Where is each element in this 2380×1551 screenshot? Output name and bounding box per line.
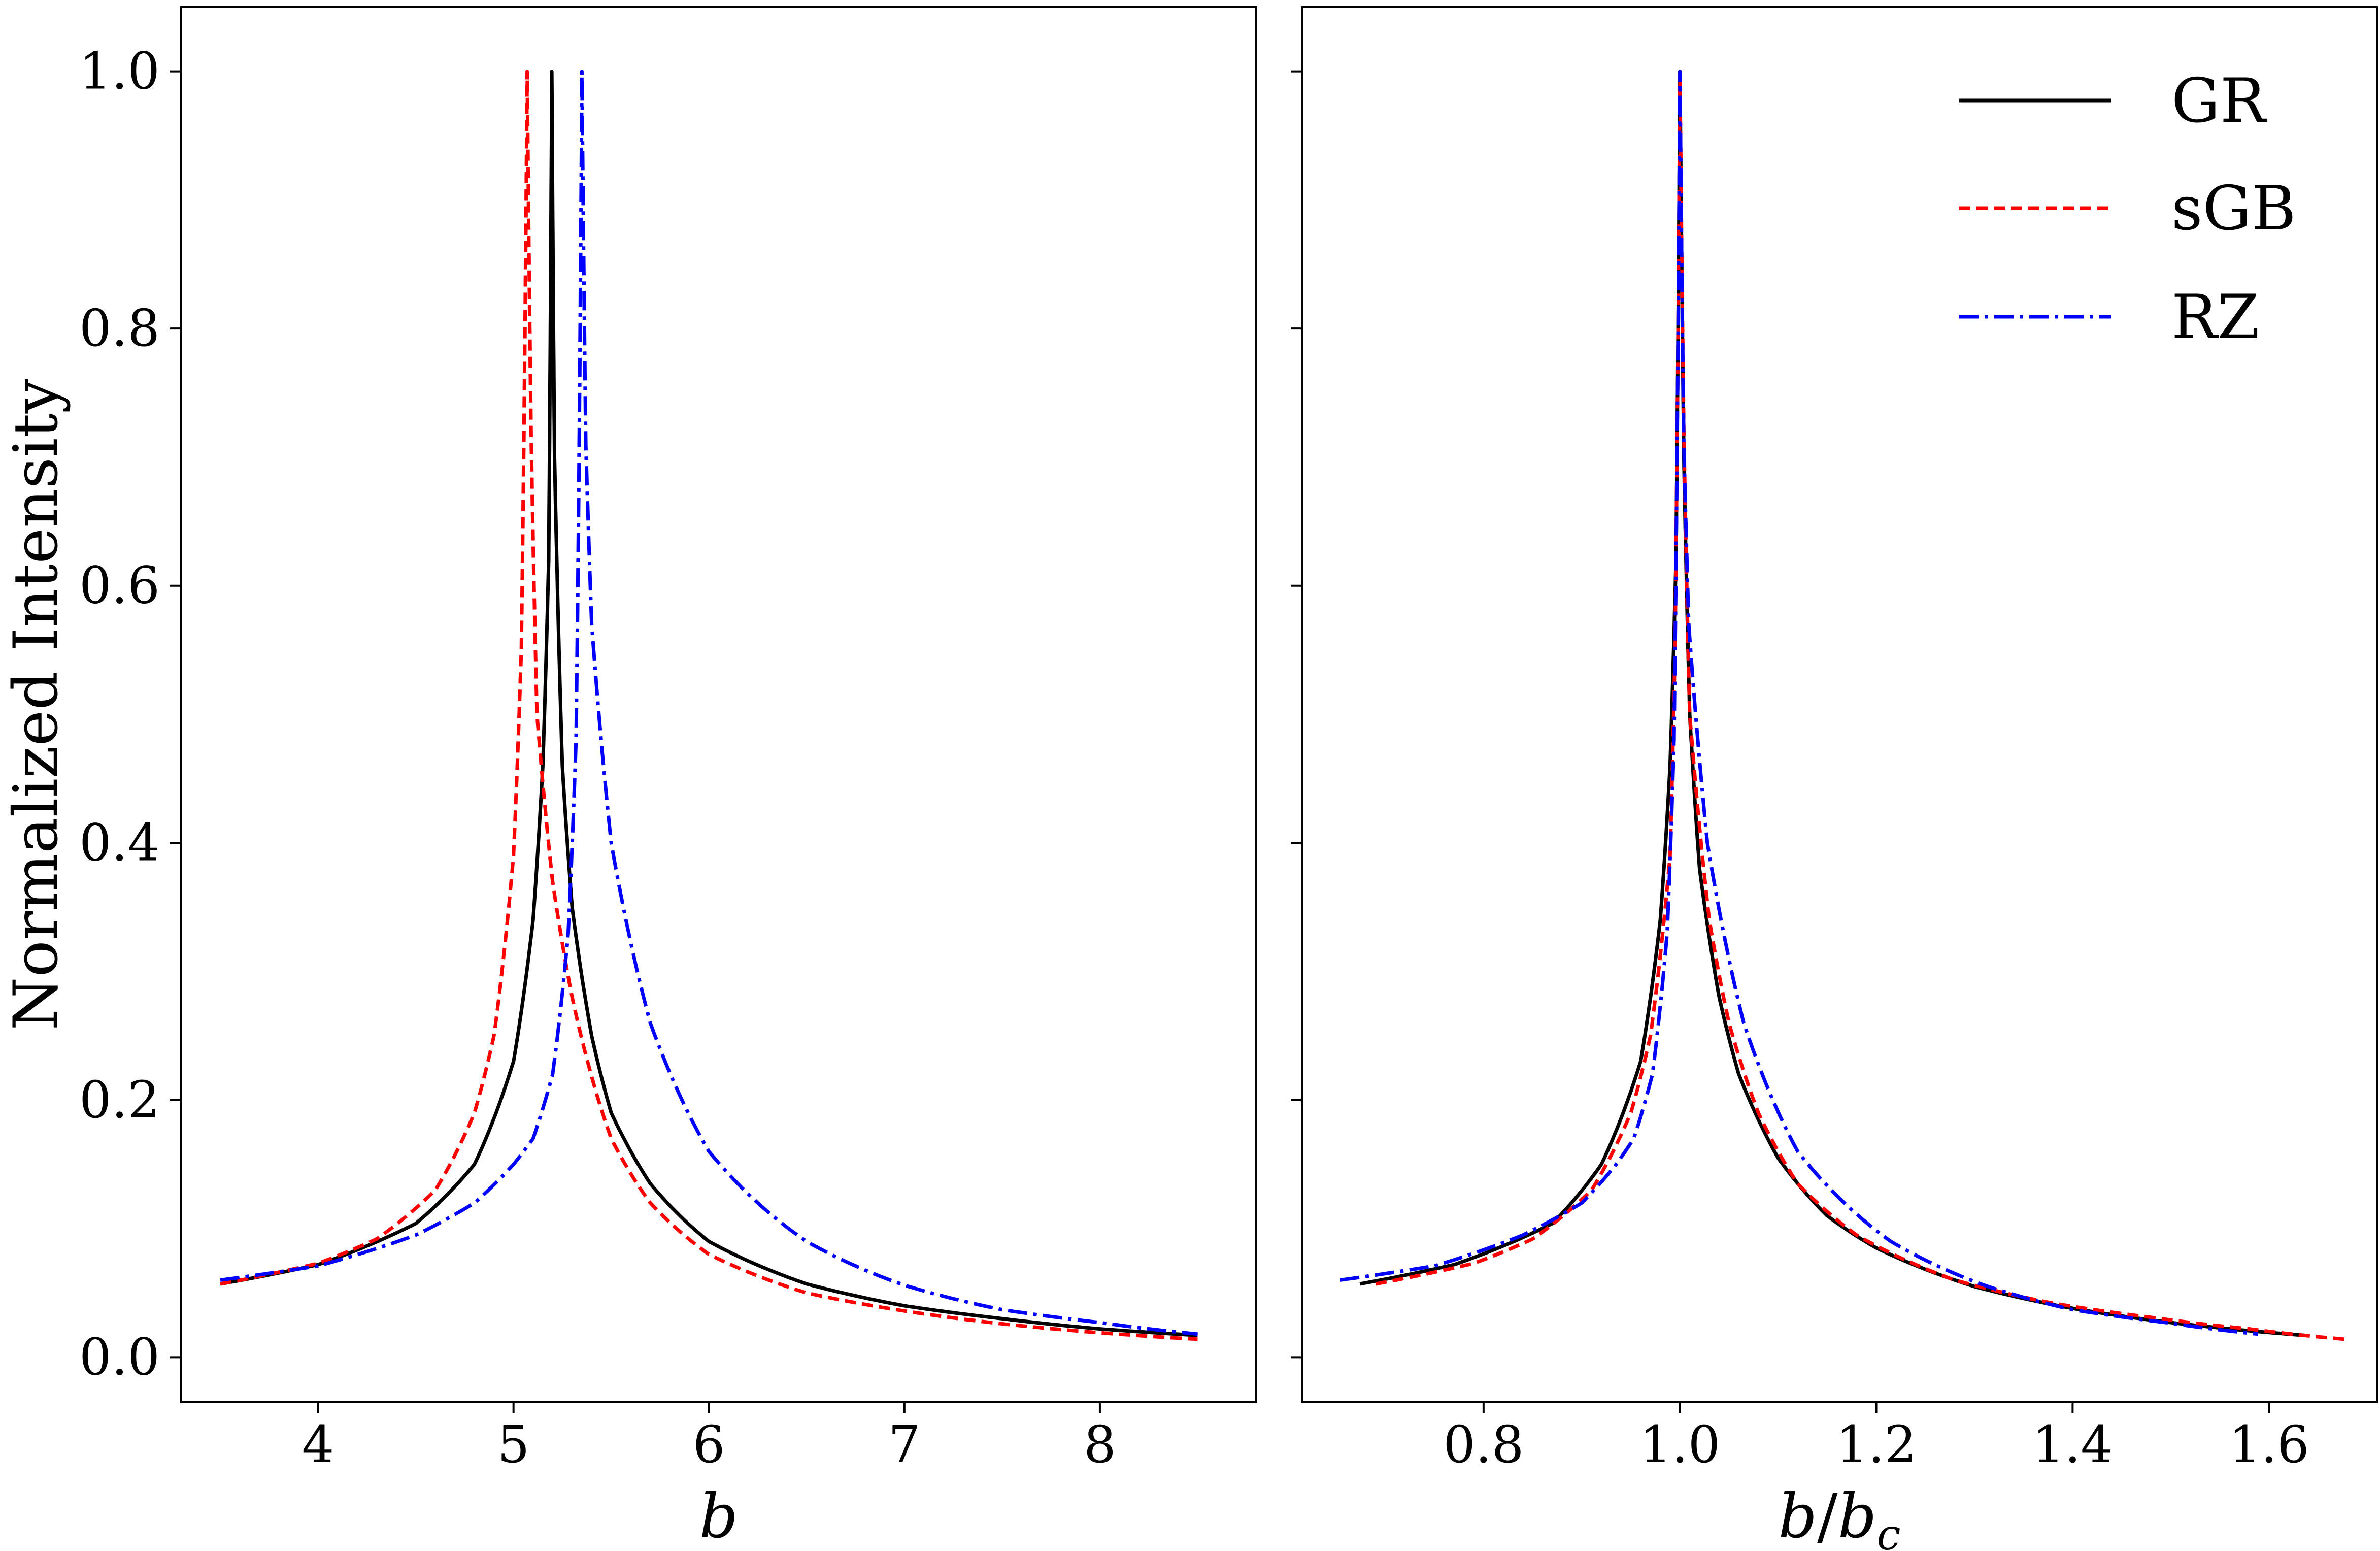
right-series-sgb-line (1375, 70, 2345, 1341)
legend-label-sgb: sGB (2171, 174, 2296, 244)
left-x-axis-label: b (699, 1481, 739, 1551)
y-axis-label: Normalized Intensity (1, 379, 72, 1030)
left-y-tick-label: 0.8 (79, 299, 160, 358)
left-x-tick-label: 5 (497, 1415, 530, 1474)
right-x-tick-label: 1.4 (2032, 1415, 2113, 1474)
left-panel: 4 5 6 7 8 0.0 0.2 0.4 0.6 0.8 1.0 (79, 6, 1257, 1474)
left-x-tick-label: 7 (888, 1415, 921, 1474)
left-x-tick-label: 6 (693, 1415, 725, 1474)
left-y-tick-label: 0.2 (79, 1070, 160, 1130)
right-axes-frame (1301, 6, 2378, 1403)
left-y-tick-label: 0.4 (79, 813, 160, 872)
left-series-gr-line (220, 70, 1198, 1337)
left-plot-lines (220, 70, 1198, 1341)
left-y-tick-label: 0.0 (79, 1327, 160, 1387)
right-series-gr-line (1359, 70, 2305, 1337)
legend: GR sGB RZ (1959, 66, 2296, 353)
left-axes-frame (180, 6, 1257, 1403)
right-x-tick-label: 1.2 (1836, 1415, 1917, 1474)
left-ticks: 4 5 6 7 8 0.0 0.2 0.4 0.6 0.8 1.0 (79, 42, 1116, 1474)
left-series-sgb-line (220, 70, 1198, 1341)
right-x-tick-label: 1.0 (1639, 1415, 1720, 1474)
left-x-tick-label: 4 (302, 1415, 334, 1474)
right-panel: 0.8 1.0 1.2 1.4 1.6 (1291, 6, 2378, 1474)
right-plot-lines (1339, 70, 2345, 1341)
right-series-rz-line (1339, 70, 2259, 1336)
right-x-tick-label: 0.8 (1443, 1415, 1524, 1474)
right-ticks: 0.8 1.0 1.2 1.4 1.6 (1291, 70, 2309, 1474)
left-y-tick-label: 1.0 (79, 42, 160, 101)
left-series-rz-line (220, 70, 1198, 1336)
right-x-tick-label: 1.6 (2229, 1415, 2309, 1474)
left-y-tick-label: 0.6 (79, 556, 160, 615)
legend-label-rz: RZ (2171, 282, 2260, 353)
right-x-axis-label: b/bc (1778, 1481, 1900, 1551)
left-x-tick-label: 8 (1084, 1415, 1116, 1474)
legend-label-gr: GR (2171, 66, 2268, 137)
